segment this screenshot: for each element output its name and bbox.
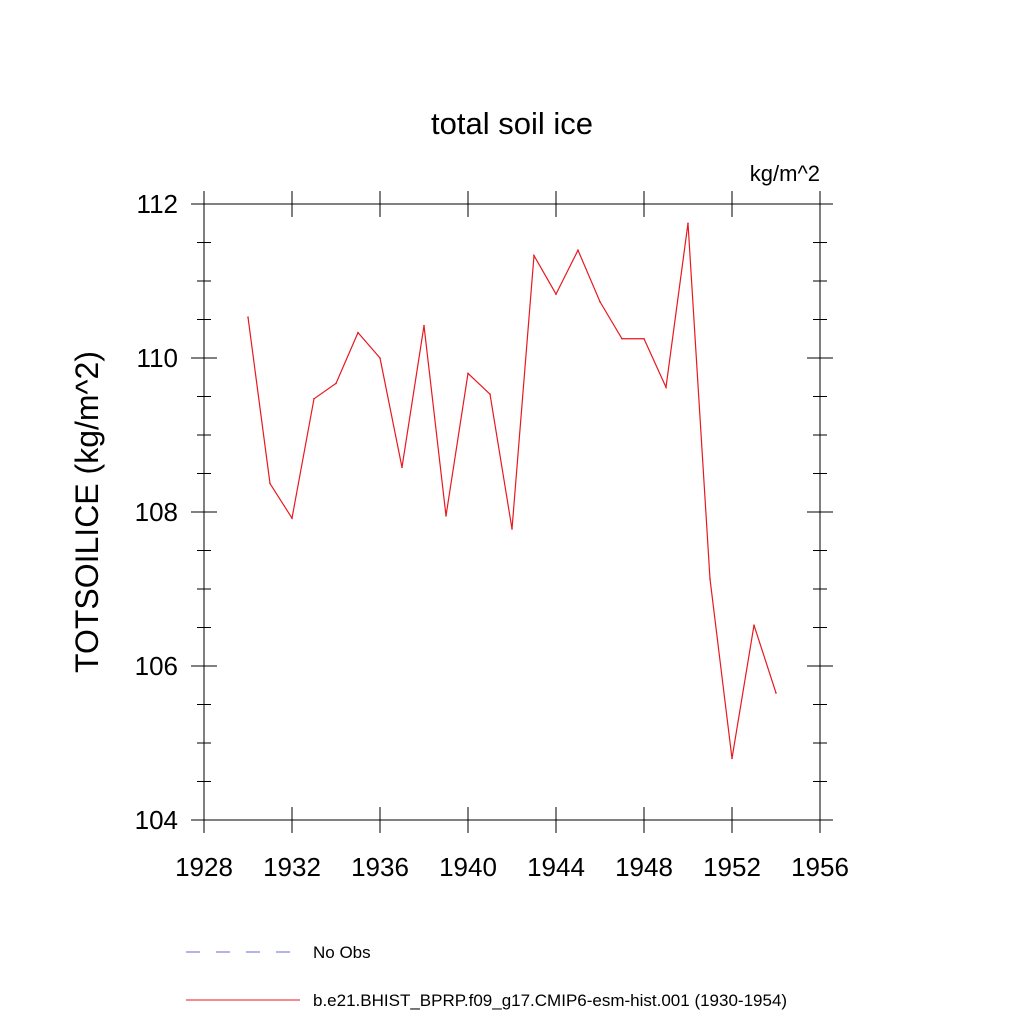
legend-label: b.e21.BHIST_BPRP.f09_g17.CMIP6-esm-hist.… xyxy=(313,991,787,1010)
y-tick-label: 104 xyxy=(135,805,178,835)
data-point xyxy=(555,293,557,295)
data-point xyxy=(445,515,447,517)
data-point xyxy=(731,757,733,760)
y-axis-label: TOTSOILICE (kg/m^2) xyxy=(69,351,105,673)
data-point xyxy=(533,254,535,257)
data-point xyxy=(379,357,381,359)
data-point xyxy=(687,222,689,225)
data-point xyxy=(269,482,271,485)
data-point xyxy=(423,324,425,327)
x-tick-label: 1932 xyxy=(263,852,321,882)
units-label: kg/m^2 xyxy=(750,161,820,186)
data-point xyxy=(511,528,513,530)
y-tick-label: 110 xyxy=(137,343,178,373)
data-point xyxy=(753,624,755,626)
data-point xyxy=(709,578,711,580)
x-tick-label: 1940 xyxy=(439,852,497,882)
data-point xyxy=(247,316,249,318)
x-tick-label: 1928 xyxy=(175,852,233,882)
x-tick-label: 1944 xyxy=(527,852,585,882)
series-line xyxy=(247,223,777,759)
legend-label: No Obs xyxy=(313,943,371,962)
data-point xyxy=(467,372,469,375)
x-tick-label: 1936 xyxy=(351,852,409,882)
data-point xyxy=(665,386,667,389)
legend: No Obs b.e21.BHIST_BPRP.f09_g17.CMIP6-esm… xyxy=(186,943,787,1010)
data-point xyxy=(599,300,601,303)
data-point xyxy=(775,692,777,694)
data-point xyxy=(335,382,337,385)
series-layer xyxy=(247,222,777,760)
y-tick-label: 106 xyxy=(135,651,178,681)
data-point xyxy=(577,249,579,251)
y-tick-label: 112 xyxy=(137,189,178,219)
x-tick-label: 1948 xyxy=(615,852,673,882)
data-point xyxy=(643,337,645,340)
chart-title: total soil ice xyxy=(431,106,593,141)
plot-frame xyxy=(203,203,821,821)
data-point xyxy=(291,517,293,519)
y-axis-ticks: 104 106 108 110 112 xyxy=(135,189,833,835)
data-point xyxy=(313,398,315,400)
data-point xyxy=(401,466,403,469)
y-tick-label: 108 xyxy=(135,497,178,527)
x-tick-label: 1956 xyxy=(791,852,849,882)
data-point xyxy=(621,337,623,340)
x-axis-ticks: 1928 1932 1936 1940 1944 1948 1952 1956 xyxy=(175,191,849,882)
data-point xyxy=(489,393,491,395)
x-tick-label: 1952 xyxy=(703,852,761,882)
data-point xyxy=(357,331,359,334)
